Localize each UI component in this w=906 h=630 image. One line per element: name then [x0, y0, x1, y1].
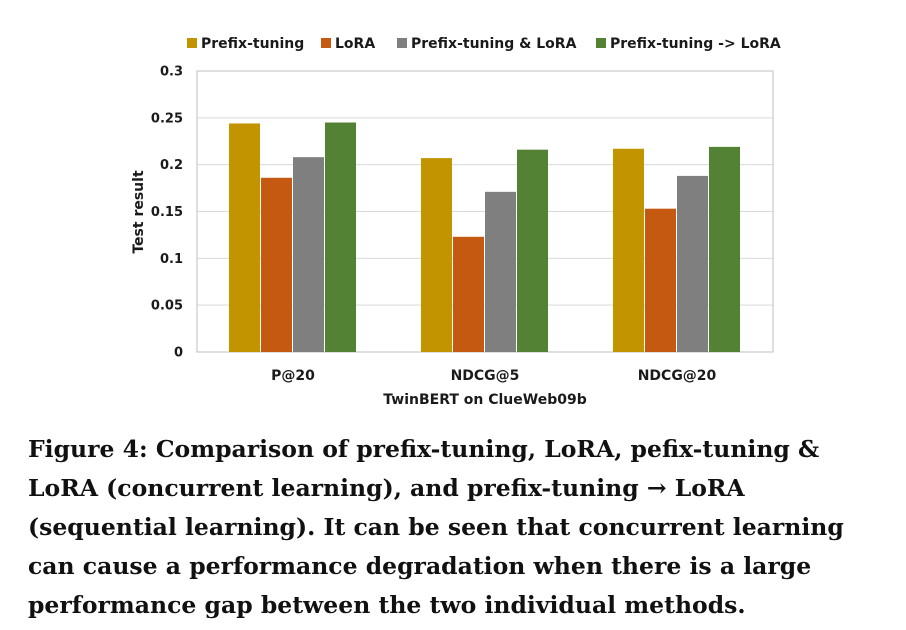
bar: [613, 148, 644, 352]
y-tick-label: 0.2: [160, 158, 183, 173]
legend-entry: Prefix-tuning: [201, 36, 304, 52]
bar: [293, 157, 324, 352]
y-tick-label: 0.3: [160, 65, 183, 80]
bar: [453, 236, 484, 352]
x-category-label: P@20: [271, 368, 315, 384]
x-category-label: NDCG@20: [638, 368, 717, 384]
bar: [325, 122, 356, 353]
x-axis-categories: P@20 NDCG@5 NDCG@20: [271, 368, 716, 384]
bar: [421, 158, 452, 352]
y-tick-label: 0: [174, 346, 183, 361]
y-tick-label: 0.05: [151, 299, 183, 314]
y-tick-label: 0.25: [151, 111, 183, 126]
bars: [229, 122, 740, 353]
bar: [645, 208, 676, 352]
legend-swatch: [321, 38, 331, 48]
bar: [709, 146, 740, 352]
y-axis-label: Test result: [131, 170, 147, 254]
bar-chart: Prefix-tuning LoRA Prefix-tuning & LoRA Pre…: [131, 36, 781, 408]
bar: [261, 177, 292, 352]
legend: Prefix-tuning LoRA Prefix-tuning & LoRA Pre…: [187, 36, 781, 52]
y-tick-label: 0.1: [160, 252, 183, 267]
legend-swatch: [187, 38, 197, 48]
legend-entry: Prefix-tuning & LoRA: [411, 36, 577, 52]
y-tick-label: 0.15: [151, 205, 183, 220]
figure-caption: Figure 4: Comparison of prefix-tuning, L…: [28, 435, 844, 619]
bar: [485, 191, 516, 352]
bar: [229, 123, 260, 352]
legend-swatch: [397, 38, 407, 48]
legend-entry: Prefix-tuning -> LoRA: [610, 36, 781, 52]
x-axis-label: TwinBERT on ClueWeb09b: [383, 392, 586, 408]
legend-entry: LoRA: [335, 36, 375, 52]
y-axis-ticks: 0 0.05 0.1 0.15 0.2 0.25 0.3: [151, 65, 183, 361]
bar: [677, 175, 708, 352]
x-category-label: NDCG@5: [451, 368, 520, 384]
bar: [517, 149, 548, 352]
legend-swatch: [596, 38, 606, 48]
